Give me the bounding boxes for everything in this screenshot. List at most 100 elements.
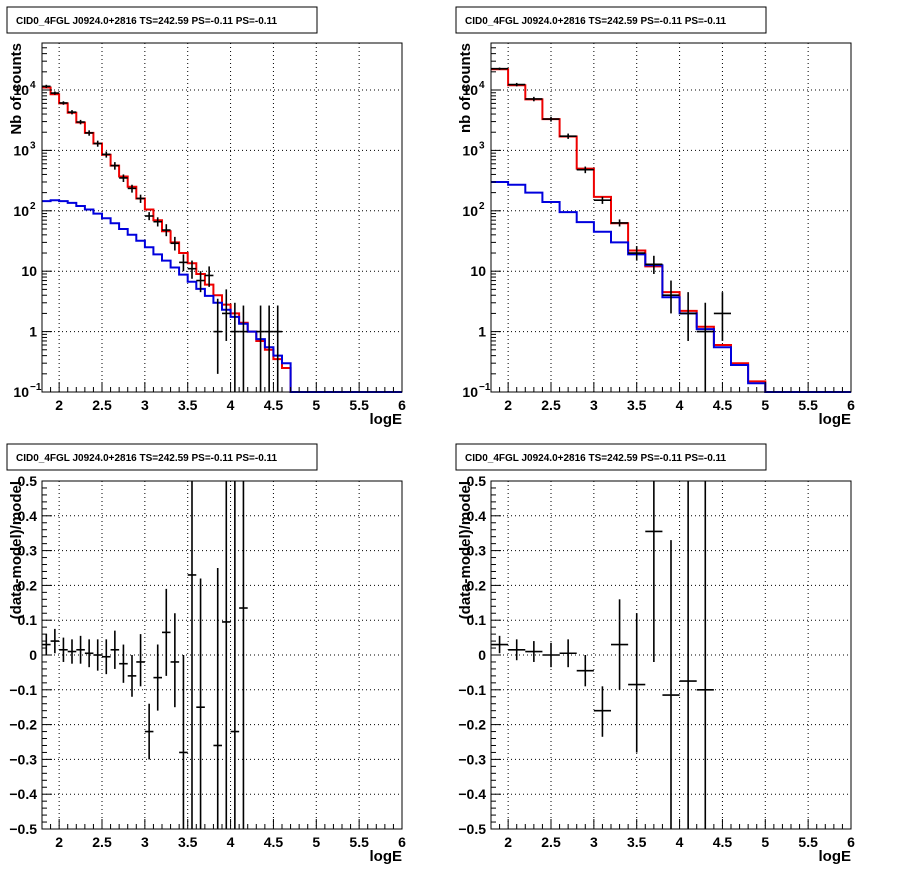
y-tick-exponent: 2: [479, 201, 485, 212]
y-axis-label: Nb of counts: [8, 43, 25, 135]
x-tick-label: 5: [761, 397, 769, 413]
y-tick-label: 10: [462, 203, 478, 219]
plot-frame: [41, 42, 403, 393]
y-tick-label: 0.1: [467, 612, 487, 628]
y-tick-label: 10: [462, 142, 478, 158]
x-tick-label: 2: [504, 834, 512, 850]
data-point: [59, 637, 68, 662]
data-point: [196, 578, 205, 829]
data-point: [628, 613, 646, 753]
y-tick-label: −0.4: [458, 786, 486, 802]
data-point: [525, 96, 543, 102]
data-point: [593, 196, 611, 204]
y-tick-label: 10: [462, 82, 478, 98]
chart-title: CID0_4FGL J0924.0+2816 TS=242.59 PS=-0.1…: [16, 453, 278, 464]
y-tick-exponent: 4: [479, 80, 485, 91]
data-point: [179, 254, 188, 272]
y-tick-label: −0.5: [9, 821, 37, 837]
grid: [491, 43, 851, 392]
x-tick-label: 2.5: [541, 397, 561, 413]
y-tick-label: 10: [470, 263, 486, 279]
x-tick-label: 4.5: [713, 834, 733, 850]
data-point: [508, 82, 526, 87]
y-tick-label: −0.5: [458, 821, 486, 837]
y-tick-exponent: 2: [30, 201, 36, 212]
model-total-curve: [491, 68, 851, 393]
x-tick-label: 5.5: [798, 397, 818, 413]
x-tick-label: 4.5: [264, 397, 284, 413]
data-point: [264, 305, 274, 392]
y-tick-exponent: 3: [479, 140, 485, 151]
data-point: [559, 639, 577, 668]
data-point: [645, 255, 663, 274]
data-point: [136, 194, 145, 203]
data-point: [662, 540, 680, 829]
x-tick-label: 5: [312, 834, 320, 850]
title-box: [455, 6, 767, 34]
x-tick-label: 5.5: [349, 834, 369, 850]
y-tick-label: −0.3: [9, 751, 37, 767]
x-tick-label: 3: [590, 834, 598, 850]
plot-frame: [490, 42, 852, 393]
title-box: [455, 443, 767, 471]
chart-title: CID0_4FGL J0924.0+2816 TS=242.59 PS=-0.1…: [465, 453, 727, 464]
data-point: [136, 634, 145, 687]
data-point: [213, 568, 222, 829]
data-point: [76, 635, 85, 664]
data-point: [273, 305, 282, 392]
data-point: [127, 184, 137, 193]
data-point: [213, 298, 222, 374]
data-point: [542, 116, 560, 122]
y-tick-label: 0.2: [18, 577, 38, 593]
y-tick-label: 0: [29, 647, 37, 663]
y-tick-label: 10: [13, 142, 29, 158]
y-tick-exponent: −1: [479, 382, 491, 393]
data-point: [50, 628, 60, 654]
data-point: [222, 289, 231, 341]
data-point: [593, 686, 611, 737]
x-tick-label: 4.5: [713, 397, 733, 413]
y-tick-label: 0.5: [18, 473, 38, 489]
x-tick-label: 3: [141, 834, 149, 850]
x-tick-label: 3.5: [178, 834, 198, 850]
x-tick-label: 6: [398, 397, 406, 413]
y-tick-label: 10: [13, 384, 29, 400]
data-point: [713, 292, 731, 341]
data-point: [162, 224, 171, 237]
chart-panel-3: 2 2.5 3 3.5 4 4.5 5 5.5 6 −0.5 −0.4 −0.3 −0.2 −0.1 0 0.…: [6, 443, 406, 865]
y-tick-label: −0.2: [9, 717, 37, 733]
x-tick-label: 3.5: [178, 397, 198, 413]
x-tick-label: 4: [676, 397, 684, 413]
x-axis-ticks: [41, 382, 403, 392]
data-point: [93, 639, 102, 671]
x-tick-label: 5.5: [349, 397, 369, 413]
data-point: [525, 641, 543, 662]
chart-title: CID0_4FGL J0924.0+2816 TS=242.59 PS=-0.1…: [16, 16, 278, 27]
grid: [42, 43, 402, 392]
x-axis-label: logE: [819, 848, 852, 865]
data-point: [239, 305, 248, 392]
x-tick-label: 3.5: [627, 834, 647, 850]
x-tick-label: 5: [312, 397, 320, 413]
y-tick-label: −0.2: [458, 717, 486, 733]
x-tick-label: 2.5: [92, 397, 112, 413]
data-point: [93, 140, 102, 147]
x-tick-label: 4: [227, 397, 235, 413]
data-point: [662, 280, 680, 314]
data-point: [102, 639, 111, 675]
x-axis-label: logE: [370, 411, 403, 428]
data-point: [67, 110, 77, 115]
y-tick-label: 0.1: [18, 612, 38, 628]
x-tick-label: 4: [676, 834, 684, 850]
x-tick-label: 2.5: [92, 834, 112, 850]
y-axis-label: nb of counts: [457, 43, 474, 133]
data-point: [153, 644, 162, 711]
data-point: [542, 642, 560, 668]
data-point: [679, 481, 697, 829]
data-point: [67, 639, 77, 664]
x-tick-label: 2: [55, 397, 63, 413]
data-point: [491, 635, 509, 654]
x-tick-label: 3: [590, 397, 598, 413]
y-tick-label: 10: [462, 384, 478, 400]
x-tick-label: 2: [504, 397, 512, 413]
